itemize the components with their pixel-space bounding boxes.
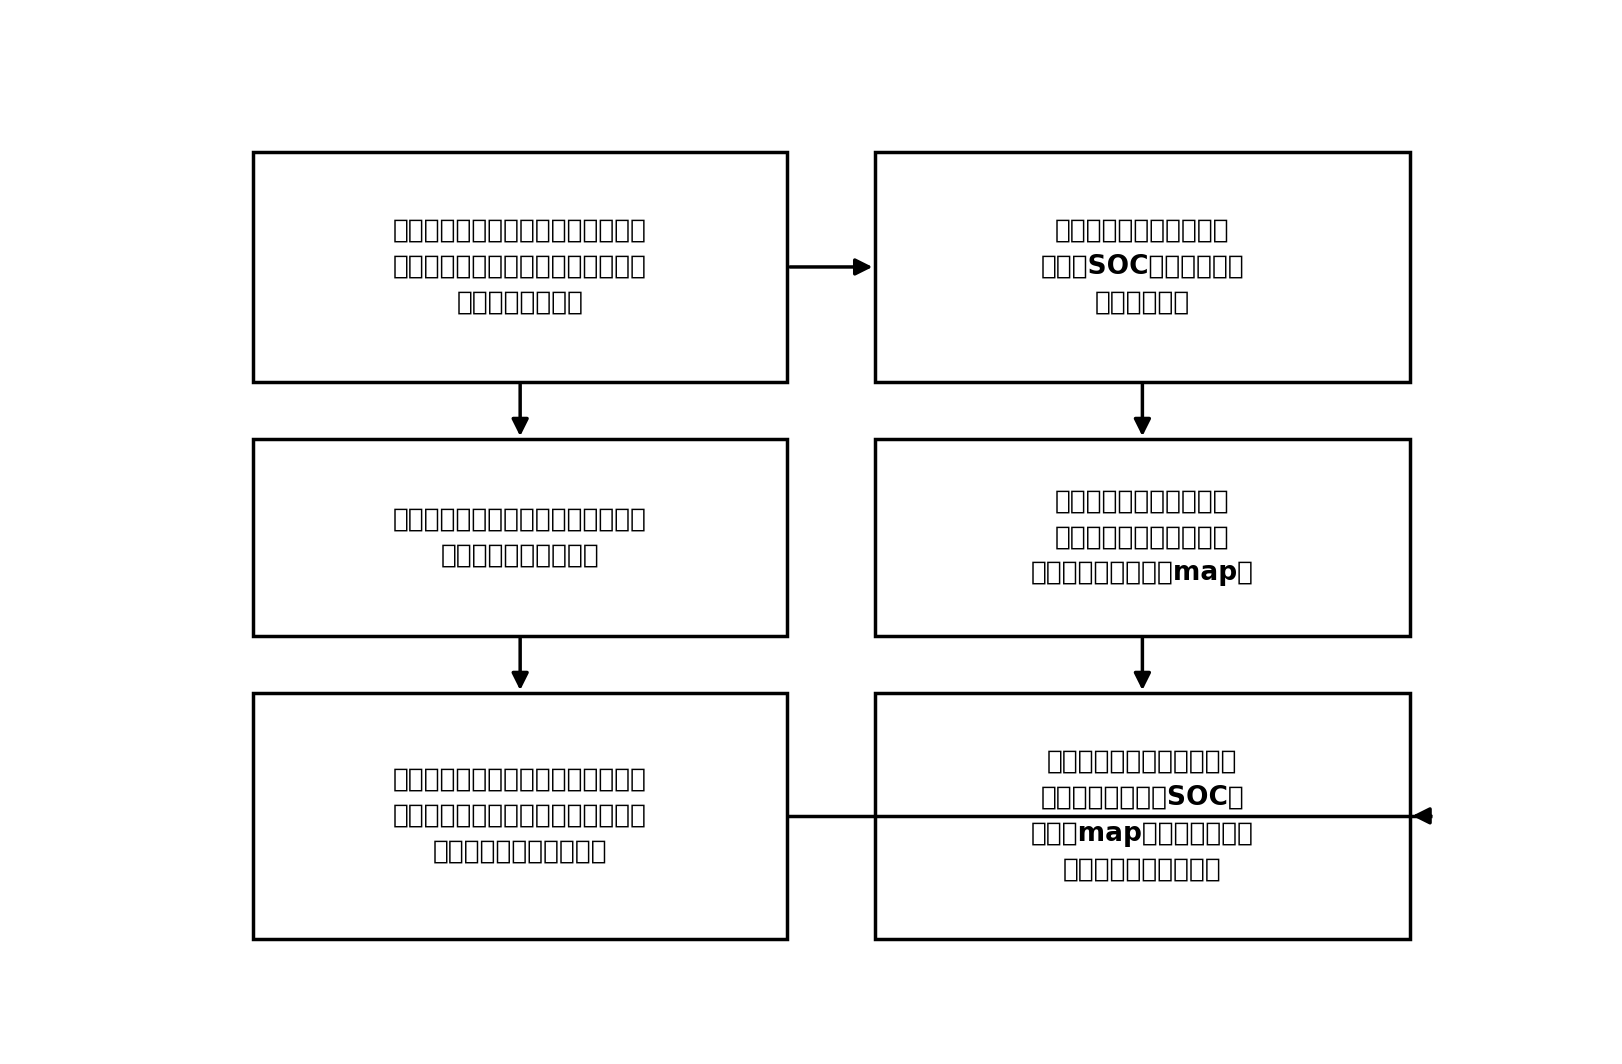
FancyBboxPatch shape — [253, 152, 787, 382]
FancyBboxPatch shape — [876, 693, 1410, 938]
Text: 对阻抗谱进行拟合得到全
电池的阻抗参数，从而得
到单电极总的复阻抗map图: 对阻抗谱进行拟合得到全 电池的阻抗参数，从而得 到单电极总的复阻抗map图 — [1032, 488, 1254, 586]
FancyBboxPatch shape — [253, 439, 787, 635]
Text: 将全电池模型拆分为两部分，分别进
行单电极拟合，选取拟合最接近的模
型作为正负极的阻抗模型: 将全电池模型拆分为两部分，分别进 行单电极拟合，选取拟合最接近的模 型作为正负极… — [393, 767, 647, 865]
Text: 对任意该类型普通电池，
在不同SOC和温度下进行
交流阻抗测试: 对任意该类型普通电池， 在不同SOC和温度下进行 交流阻抗测试 — [1041, 218, 1244, 316]
FancyBboxPatch shape — [876, 439, 1410, 635]
FancyBboxPatch shape — [253, 693, 787, 938]
FancyBboxPatch shape — [876, 152, 1410, 382]
Text: 电池充放电时，实时记录电
池的充放电电流和SOC数
据，查map图即可得到单个
电极的电势和超电势。: 电池充放电时，实时记录电 池的充放电电流和SOC数 据，查map图即可得到单个 … — [1032, 749, 1254, 883]
Text: 建立全电池的阻抗模型，对全电池的
交流阻抗谱进行拟合；: 建立全电池的阻抗模型，对全电池的 交流阻抗谱进行拟合； — [393, 506, 647, 568]
Text: 首先制作一个三电极电池，进行交流
阻抗测试，得到正负极和参比电极间
的三个交流阻抗谱: 首先制作一个三电极电池，进行交流 阻抗测试，得到正负极和参比电极间 的三个交流阻… — [393, 218, 647, 316]
